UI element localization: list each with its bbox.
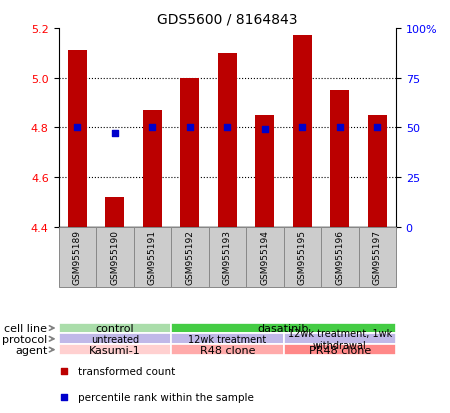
Text: GSM955197: GSM955197 bbox=[373, 230, 382, 285]
Text: Kasumi-1: Kasumi-1 bbox=[89, 345, 140, 355]
FancyBboxPatch shape bbox=[96, 227, 134, 287]
Text: GSM955190: GSM955190 bbox=[110, 230, 119, 285]
Text: untreated: untreated bbox=[91, 334, 139, 344]
Text: protocol: protocol bbox=[2, 334, 47, 344]
Text: 12wk treatment: 12wk treatment bbox=[188, 334, 266, 344]
Text: GSM955194: GSM955194 bbox=[260, 230, 269, 285]
Text: cell line: cell line bbox=[4, 323, 47, 333]
Text: control: control bbox=[95, 323, 134, 333]
Text: GSM955189: GSM955189 bbox=[73, 230, 82, 285]
FancyBboxPatch shape bbox=[359, 227, 396, 287]
FancyBboxPatch shape bbox=[246, 227, 284, 287]
FancyBboxPatch shape bbox=[208, 227, 246, 287]
FancyBboxPatch shape bbox=[321, 227, 359, 287]
Text: GSM955191: GSM955191 bbox=[148, 230, 157, 285]
Bar bbox=[143, 111, 162, 227]
FancyBboxPatch shape bbox=[58, 344, 171, 355]
Point bbox=[261, 127, 268, 133]
FancyBboxPatch shape bbox=[284, 344, 396, 355]
Point bbox=[224, 125, 231, 131]
Point bbox=[148, 125, 156, 131]
FancyBboxPatch shape bbox=[134, 227, 171, 287]
Point bbox=[186, 125, 194, 131]
FancyBboxPatch shape bbox=[284, 334, 396, 344]
Text: transformed count: transformed count bbox=[78, 366, 175, 376]
Text: percentile rank within the sample: percentile rank within the sample bbox=[78, 392, 254, 402]
FancyBboxPatch shape bbox=[58, 227, 96, 287]
Text: GSM955196: GSM955196 bbox=[335, 230, 344, 285]
Bar bbox=[330, 91, 349, 227]
Text: GSM955195: GSM955195 bbox=[298, 230, 307, 285]
Bar bbox=[105, 197, 124, 227]
Text: 12wk treatment, 1wk
withdrawal: 12wk treatment, 1wk withdrawal bbox=[288, 328, 392, 350]
Title: GDS5600 / 8164843: GDS5600 / 8164843 bbox=[157, 12, 297, 26]
Point bbox=[111, 131, 118, 137]
Bar bbox=[293, 36, 311, 227]
Bar bbox=[180, 78, 199, 227]
Point bbox=[336, 125, 343, 131]
Point bbox=[299, 125, 306, 131]
FancyBboxPatch shape bbox=[171, 227, 208, 287]
Text: GSM955193: GSM955193 bbox=[223, 230, 232, 285]
Point bbox=[60, 394, 68, 400]
Point bbox=[60, 368, 68, 375]
FancyBboxPatch shape bbox=[58, 323, 171, 334]
FancyBboxPatch shape bbox=[171, 344, 284, 355]
Text: agent: agent bbox=[15, 345, 47, 355]
Bar bbox=[68, 51, 86, 227]
Text: dasatinib: dasatinib bbox=[258, 323, 309, 333]
Point bbox=[374, 125, 381, 131]
Text: GSM955192: GSM955192 bbox=[185, 230, 194, 285]
Bar bbox=[256, 116, 274, 227]
FancyBboxPatch shape bbox=[171, 323, 396, 334]
Bar bbox=[368, 116, 387, 227]
Text: PR48 clone: PR48 clone bbox=[309, 345, 371, 355]
Bar bbox=[218, 54, 237, 227]
FancyBboxPatch shape bbox=[284, 227, 321, 287]
Text: R48 clone: R48 clone bbox=[199, 345, 255, 355]
Point bbox=[74, 125, 81, 131]
FancyBboxPatch shape bbox=[171, 334, 284, 344]
FancyBboxPatch shape bbox=[58, 334, 171, 344]
